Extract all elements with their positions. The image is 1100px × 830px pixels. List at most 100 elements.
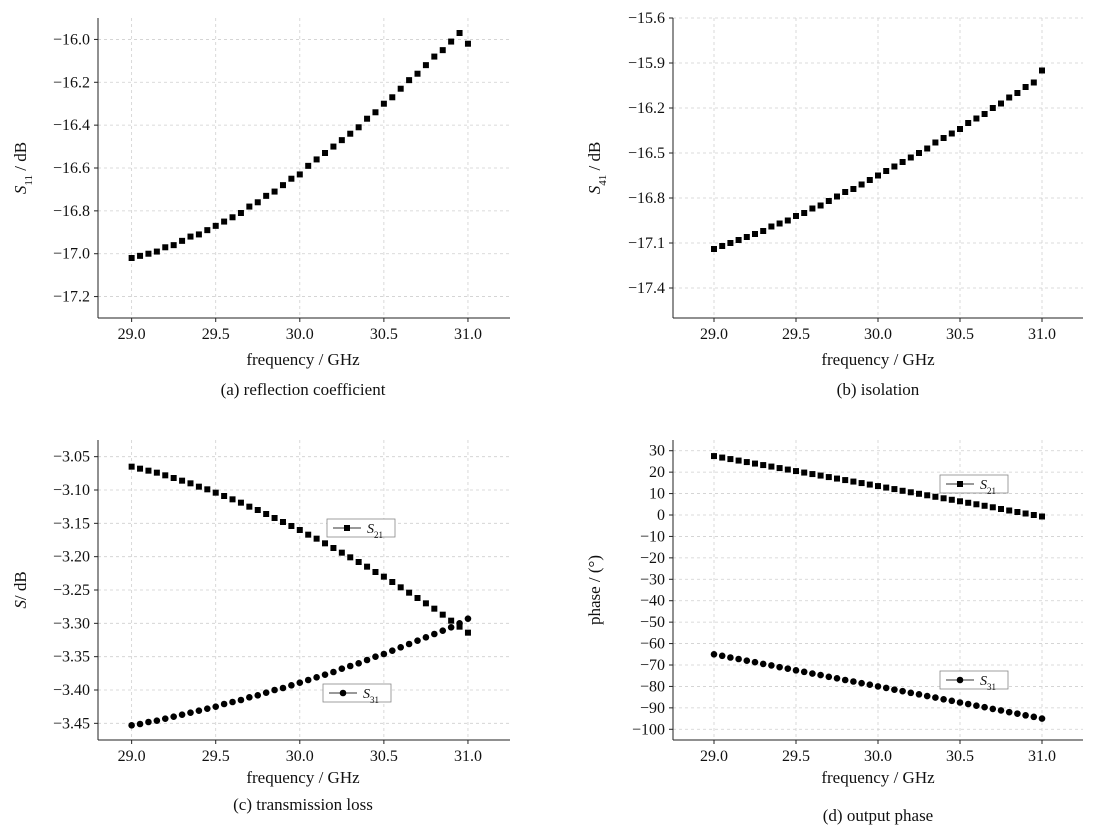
data-point-square	[924, 145, 931, 152]
data-point-square	[899, 487, 906, 494]
data-point-square	[784, 217, 791, 224]
data-point-square	[866, 481, 873, 488]
data-point-square	[825, 474, 832, 481]
data-point-square	[866, 177, 873, 183]
y-tick-label: −17.0	[53, 246, 90, 263]
data-point-square	[322, 540, 329, 547]
data-point-circle	[940, 695, 947, 703]
y-tick-label: −70	[640, 657, 665, 674]
data-point-circle	[973, 702, 980, 710]
data-point-square	[1022, 510, 1029, 517]
y-tick-label: −3.05	[53, 449, 90, 466]
data-point-square	[998, 100, 1004, 107]
data-point-circle	[254, 692, 262, 699]
data-point-square	[1006, 94, 1013, 101]
data-point-square	[237, 499, 244, 506]
data-point-square	[187, 480, 194, 487]
data-point-square	[965, 499, 972, 506]
series-2	[128, 615, 472, 729]
data-point-circle	[464, 615, 472, 622]
data-point-circle	[187, 709, 194, 716]
data-point-square	[296, 171, 303, 178]
data-point-square	[981, 502, 988, 509]
data-point-circle	[338, 665, 346, 672]
data-point-circle	[304, 676, 312, 684]
data-point-circle	[776, 663, 783, 671]
data-point-circle	[956, 699, 964, 706]
y-tick-label: 0	[657, 507, 665, 524]
data-point-square	[338, 549, 345, 556]
y-tick-label: −90	[640, 700, 665, 717]
data-point-square	[338, 137, 345, 144]
data-point-square	[246, 503, 253, 510]
x-tick-label: 29.0	[700, 748, 728, 765]
data-point-square	[743, 234, 750, 240]
data-point-circle	[858, 679, 865, 687]
panel-caption: (b) isolation	[837, 380, 920, 399]
legend-label-sub: 21	[987, 486, 996, 496]
x-tick-label: 29.5	[782, 748, 810, 765]
data-point-square	[397, 85, 404, 92]
data-point-circle	[431, 630, 438, 638]
data-point-square	[145, 250, 152, 257]
data-point-square	[940, 135, 947, 141]
data-point-circle	[170, 713, 177, 720]
data-point-square	[768, 223, 775, 230]
data-point-circle	[1030, 713, 1038, 721]
legend-s21: S21	[326, 518, 396, 540]
data-point-square	[263, 511, 270, 517]
data-point-square	[221, 218, 228, 225]
y-label-unit: / dB	[11, 571, 30, 600]
data-point-circle	[414, 637, 421, 644]
data-point-square	[212, 489, 219, 496]
legend-label: S31	[980, 674, 996, 692]
data-point-square	[768, 463, 775, 470]
data-point-square	[793, 213, 799, 219]
data-point-circle	[178, 711, 186, 718]
y-label-main: S	[11, 185, 30, 194]
data-point-square	[279, 519, 286, 525]
data-point-circle	[397, 644, 404, 651]
y-tick-label: 10	[649, 486, 665, 503]
data-point-square	[916, 490, 922, 497]
data-point-square	[254, 199, 261, 206]
data-point-square	[858, 181, 865, 188]
data-point-square	[179, 237, 186, 244]
data-point-circle	[792, 667, 800, 674]
data-point-square	[932, 139, 939, 146]
series-1	[128, 30, 471, 261]
data-point-square	[752, 460, 758, 467]
data-point-circle	[874, 683, 882, 690]
data-point-square	[464, 629, 471, 636]
data-point-square	[380, 573, 387, 580]
data-point-square	[907, 154, 914, 161]
x-tick-label: 29.0	[118, 326, 146, 343]
legend-label-sub: 31	[370, 695, 379, 705]
x-tick-label: 30.5	[370, 748, 398, 765]
data-point-square	[784, 466, 791, 473]
data-point-circle	[964, 700, 972, 708]
data-point-square	[957, 126, 963, 132]
data-point-square	[288, 175, 295, 182]
x-tick-label: 30.0	[286, 326, 314, 343]
data-point-square	[271, 188, 278, 195]
legend-marker-circle	[956, 676, 964, 684]
data-point-square	[998, 506, 1004, 512]
data-point-square	[246, 203, 253, 210]
data-point-square	[414, 595, 421, 601]
data-point-square	[973, 501, 980, 508]
y-label-sub: 41	[597, 175, 609, 186]
y-tick-label: −16.2	[53, 74, 90, 91]
data-point-circle	[195, 707, 203, 714]
data-point-square	[372, 109, 379, 116]
data-point-circle	[981, 703, 988, 711]
data-point-circle	[759, 660, 767, 668]
data-point-square	[229, 214, 236, 221]
legend-label-main: S	[980, 674, 987, 689]
x-tick-label: 31.0	[454, 748, 482, 765]
data-point-square	[940, 495, 947, 502]
data-point-square	[883, 484, 890, 491]
chart-panel-d: 29.0 29.5 30.0 30.5 31.0 30 20 10 0 −10 −20 −30 −40 −…	[585, 440, 1083, 825]
panel-caption: (a) reflection coefficient	[221, 380, 386, 399]
data-point-square	[372, 569, 379, 575]
